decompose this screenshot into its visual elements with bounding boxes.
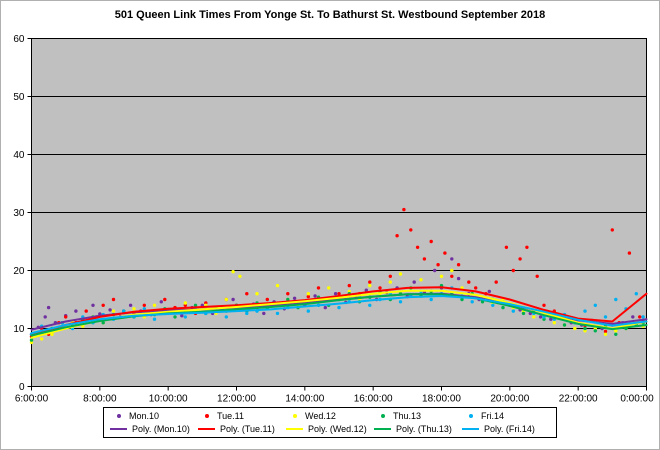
y-axis: 0 10 20 30 40 50 60 (13, 34, 32, 393)
legend-item-Poly. (Mon.10): Poly. (Mon.10) (110, 424, 198, 434)
y-tick-label: 20 (13, 266, 25, 277)
x-tick-label: 18:00:00 (422, 394, 461, 405)
x-tick-label: 12:00:00 (217, 394, 256, 405)
legend-item-Poly. (Fri.14): Poly. (Fri.14) (462, 424, 550, 434)
legend-line-icon (286, 428, 303, 430)
poly-line-Poly. (Wed.12) (30, 289, 648, 339)
y-tick-label: 50 (13, 92, 25, 103)
x-tick-label: 22:00:00 (559, 394, 598, 405)
legend-label: Wed.12 (305, 411, 336, 421)
legend-item-Poly. (Wed.12): Poly. (Wed.12) (286, 424, 374, 434)
gridlines (31, 96, 647, 329)
legend-marker-icon (381, 414, 385, 418)
legend-line-icon (374, 428, 391, 430)
legend-row-scatter: Mon.10 Tue.11 Wed.12 Thu.13 Fri.14 (110, 411, 550, 421)
legend-label: Poly. (Thu.13) (396, 424, 452, 434)
x-axis: 6:00:00 8:00:00 10:00:00 12:00:00 14:00:00 16… (15, 386, 654, 405)
x-tick-label: 6:00:00 (15, 394, 49, 405)
legend-label: Poly. (Mon.10) (132, 424, 190, 434)
legend-line-icon (110, 428, 127, 430)
x-tick-label: 14:00:00 (285, 394, 324, 405)
legend-item-Poly. (Thu.13): Poly. (Thu.13) (374, 424, 462, 434)
y-tick-label: 40 (13, 150, 25, 161)
legend-marker-icon (469, 414, 473, 418)
poly-line-Poly. (Fri.14) (30, 295, 648, 335)
legend-label: Mon.10 (129, 411, 160, 421)
legend-item-Fri.14: Fri.14 (462, 411, 550, 421)
legend-label: Tue.11 (217, 411, 245, 421)
y-tick-label: 10 (13, 324, 25, 335)
x-tick-label: 0:00:00 (620, 394, 654, 405)
legend-item-Wed.12: Wed.12 (286, 411, 374, 421)
y-tick-label: 30 (13, 208, 25, 219)
legend-line-icon (198, 428, 215, 430)
legend-item-Tue.11: Tue.11 (198, 411, 286, 421)
x-tick-label: 8:00:00 (83, 394, 117, 405)
chart-title: 501 Queen Link Times From Yonge St. To B… (114, 9, 546, 21)
legend-marker-icon (205, 414, 209, 418)
y-tick-label: 0 (19, 382, 25, 393)
poly-line-Poly. (Tue.11) (30, 286, 648, 337)
legend-item-Mon.10: Mon.10 (110, 411, 198, 421)
legend-row-poly: Poly. (Mon.10) Poly. (Tue.11) Poly. (Wed.1… (110, 424, 550, 434)
legend-label: Thu.13 (393, 411, 422, 421)
legend-marker-icon (293, 414, 297, 418)
legend-item-Thu.13: Thu.13 (374, 411, 462, 421)
legend-item-Poly. (Tue.11): Poly. (Tue.11) (198, 424, 286, 434)
legend: Mon.10 Tue.11 Wed.12 Thu.13 Fri.14 Poly. (Mo… (103, 407, 557, 438)
legend-marker-icon (117, 414, 121, 418)
y-tick-label: 60 (13, 34, 25, 45)
legend-label: Poly. (Fri.14) (484, 424, 535, 434)
legend-line-icon (462, 428, 479, 430)
legend-label: Poly. (Tue.11) (220, 424, 275, 434)
legend-label: Poly. (Wed.12) (308, 424, 367, 434)
x-tick-label: 20:00:00 (490, 394, 529, 405)
x-tick-label: 16:00:00 (354, 394, 393, 405)
x-tick-label: 10:00:00 (149, 394, 188, 405)
legend-label: Fri.14 (481, 411, 505, 421)
